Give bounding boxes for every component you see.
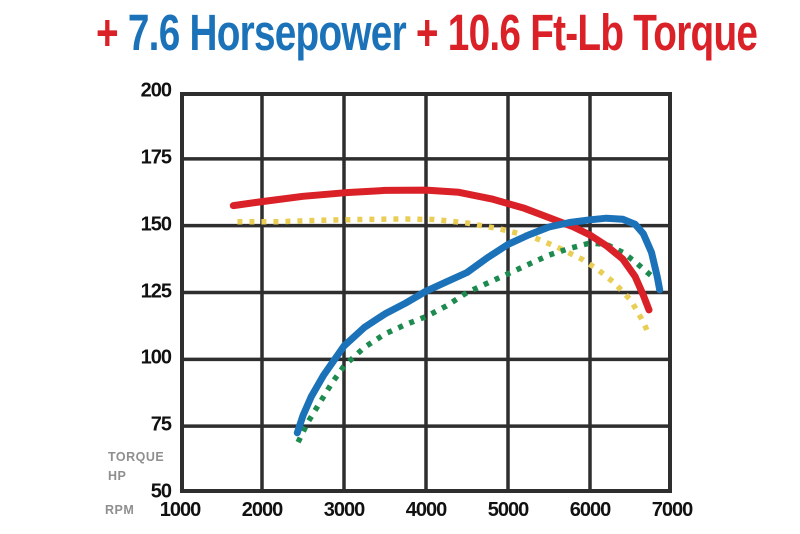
x-tick-label: 3000 bbox=[323, 499, 365, 521]
y-tick-label: 200 bbox=[140, 79, 172, 102]
x-tick-label: 6000 bbox=[569, 499, 611, 521]
x-tick-label: 5000 bbox=[487, 499, 529, 521]
curve-torque-before bbox=[237, 216, 650, 333]
x-tick-label: 1000 bbox=[159, 499, 201, 521]
curve-horsepower-after bbox=[293, 214, 664, 437]
x-tick-label: 4000 bbox=[405, 499, 447, 521]
y-tick-label: 75 bbox=[150, 413, 172, 436]
title-segment: 10.6 Ft-Lb Torque bbox=[447, 4, 758, 61]
y-tick-label: 175 bbox=[140, 146, 172, 169]
y-tick-label: 100 bbox=[140, 346, 172, 369]
rpm-axis-label: RPM bbox=[105, 503, 135, 517]
plot-border bbox=[180, 92, 672, 493]
hp-axis-label: HP bbox=[108, 469, 127, 483]
title-segment: + bbox=[96, 4, 128, 61]
y-tick-label: 125 bbox=[140, 279, 172, 302]
x-tick-label: 7000 bbox=[651, 499, 693, 521]
plot-svg bbox=[180, 92, 672, 493]
y-tick-label: 150 bbox=[140, 213, 172, 236]
title-segment: 7.6 Horsepower bbox=[127, 4, 416, 61]
x-tick-label: 2000 bbox=[241, 499, 283, 521]
y-tick-label: 50 bbox=[150, 480, 172, 503]
plot-area bbox=[180, 92, 672, 493]
torque-axis-label: TORQUE bbox=[108, 450, 165, 464]
curve-horsepower-before bbox=[295, 240, 656, 444]
title-segment: + bbox=[415, 4, 448, 61]
chart-title: + 7.6 Horsepower + 10.6 Ft-Lb Torque bbox=[96, 4, 758, 63]
curve-torque-after bbox=[229, 186, 653, 314]
